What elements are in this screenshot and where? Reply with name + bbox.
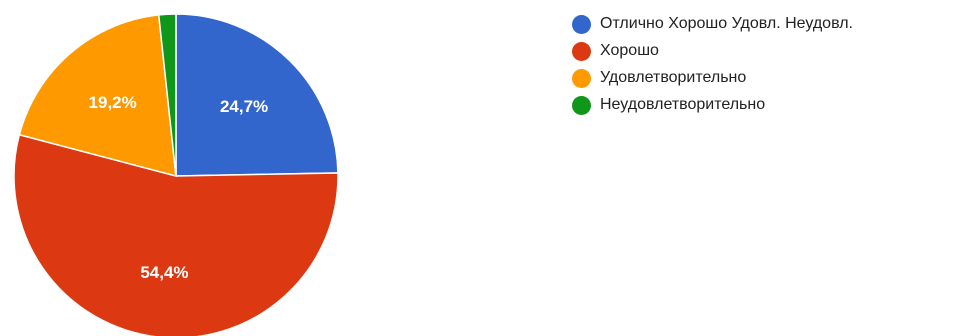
legend-label-1: Хорошо (600, 42, 659, 59)
legend-swatch-2 (572, 68, 591, 88)
legend-item-2: Удовлетворительно (572, 66, 853, 90)
legend-swatch-1 (572, 41, 591, 61)
slice-value-label-2: 19,2% (89, 93, 137, 112)
pie-slice-2 (18, 14, 177, 178)
slice-value-label-0: 24,7% (220, 97, 268, 116)
legend-label-0: Отлично Хорошо Удовл. Неудовл. (600, 15, 853, 32)
legend-item-1: Хорошо (572, 39, 853, 63)
legend-swatch-3 (572, 95, 591, 115)
pie-slice-1 (13, 133, 339, 336)
legend: Отлично Хорошо Удовл. Неудовл. Хорошо Удов… (572, 12, 853, 120)
legend-item-3: Неудовлетворительно (572, 93, 853, 117)
slice-value-label-1: 54,4% (140, 263, 188, 282)
legend-label-3: Неудовлетворительно (600, 96, 766, 113)
legend-item-0: Отлично Хорошо Удовл. Неудовл. (572, 12, 853, 36)
legend-label-2: Удовлетворительно (600, 69, 747, 86)
pie-slice-3 (157, 13, 177, 177)
legend-swatch-0 (572, 14, 591, 34)
pie-slice-0 (175, 13, 339, 177)
